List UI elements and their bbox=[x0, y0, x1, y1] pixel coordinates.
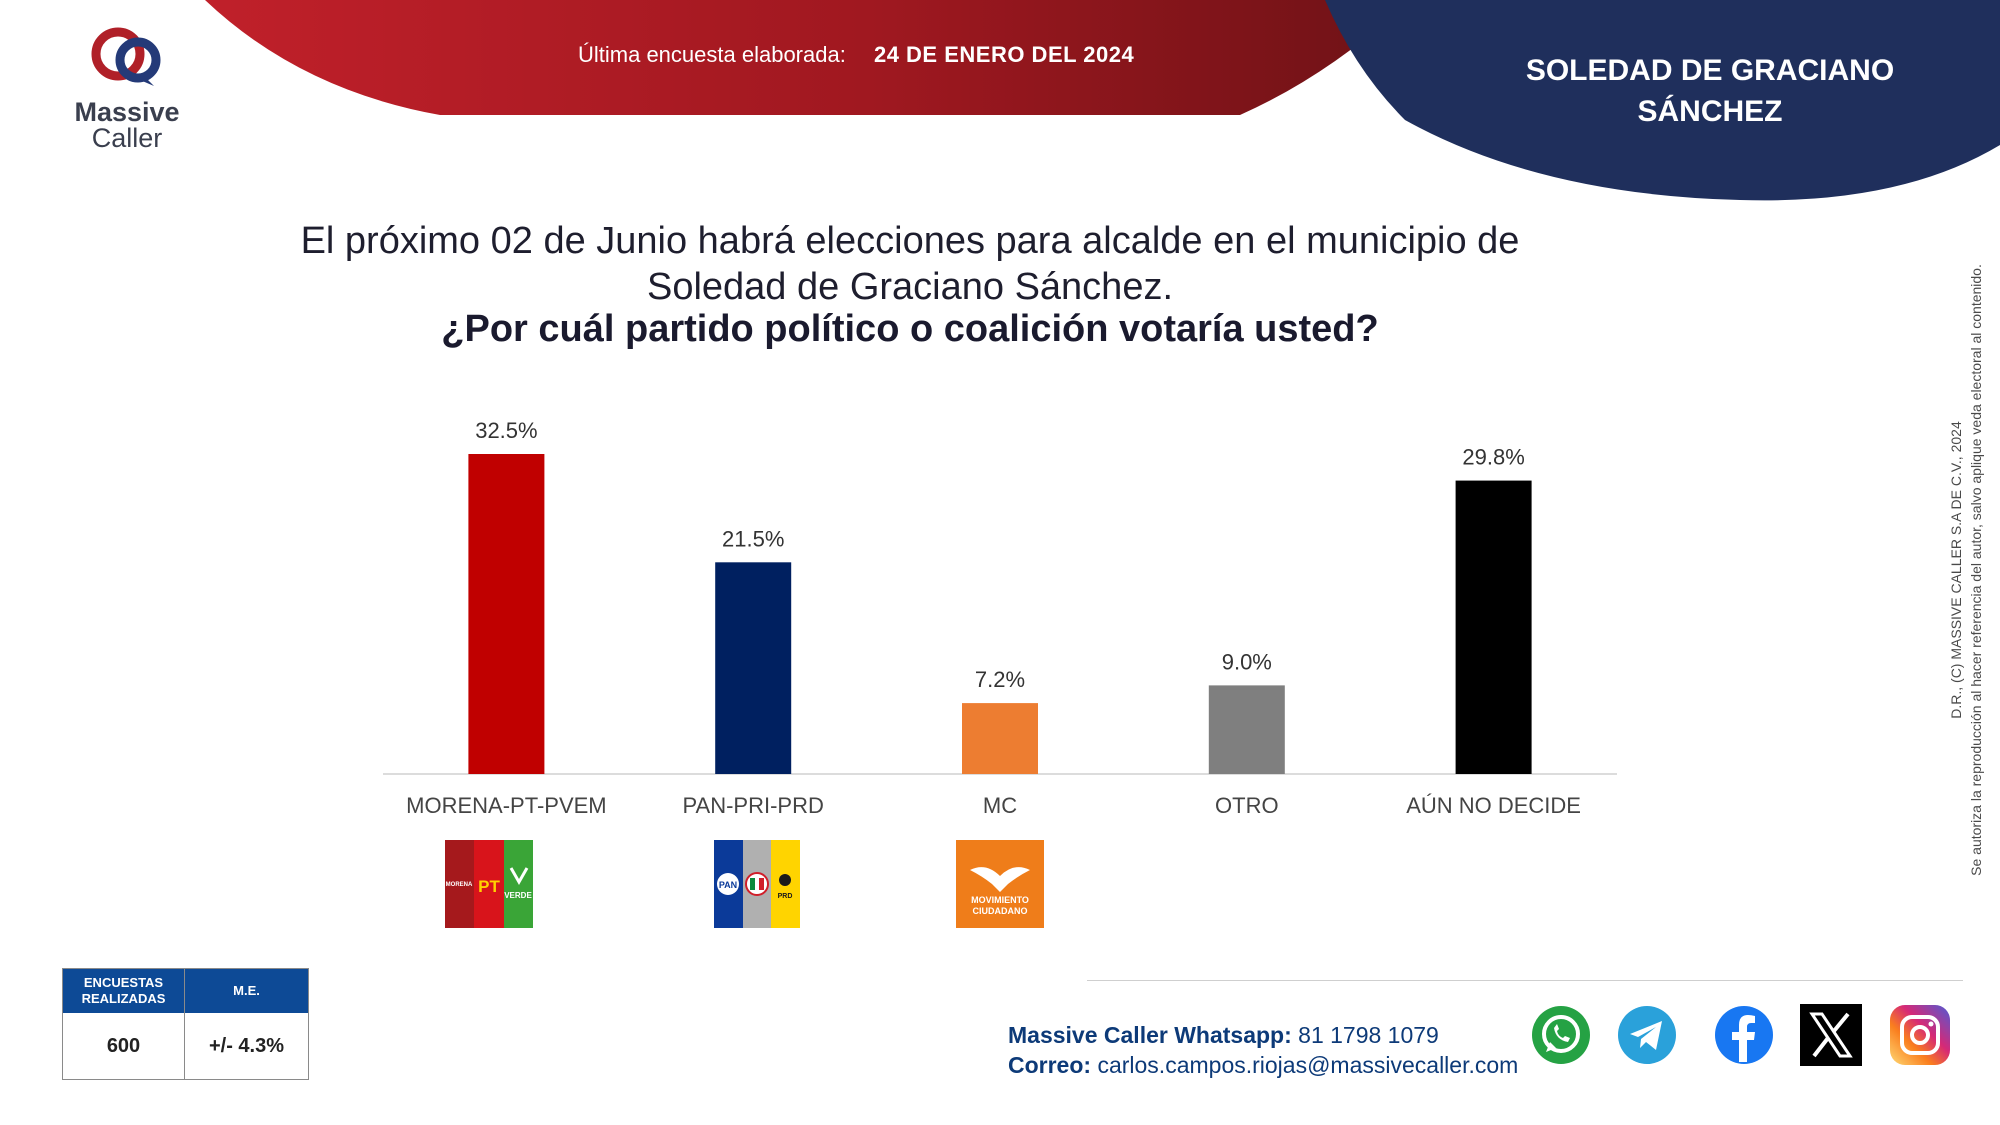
telegram-icon[interactable] bbox=[1616, 1004, 1678, 1066]
surveys-header: ENCUESTAS REALIZADAS bbox=[63, 969, 184, 1013]
email-label: Correo: bbox=[1008, 1052, 1092, 1078]
whatsapp-icon[interactable] bbox=[1530, 1004, 1592, 1066]
mc-logo: MOVIMIENTO CIUDADANO bbox=[956, 840, 1044, 928]
margin-error-value: +/- 4.3% bbox=[208, 1034, 285, 1057]
mc-eagle-icon bbox=[970, 867, 1030, 892]
whatsapp-label: Massive Caller Whatsapp: bbox=[1008, 1022, 1292, 1048]
mc-text-line1: MOVIMIENTO bbox=[971, 895, 1029, 905]
email-contact: Correo: carlos.campos.riojas@massivecall… bbox=[1008, 1050, 1518, 1080]
prd-text: PRD bbox=[778, 893, 793, 900]
x-icon[interactable] bbox=[1800, 1004, 1862, 1066]
category-label: MC bbox=[983, 793, 1017, 818]
verde-text: VERDE bbox=[504, 891, 532, 900]
logo-icon bbox=[91, 27, 161, 86]
bar bbox=[468, 454, 545, 774]
email-address[interactable]: carlos.campos.riojas@massivecaller.com bbox=[1097, 1052, 1519, 1078]
question-intro-line2: Soledad de Graciano Sánchez. bbox=[646, 266, 1174, 308]
pri-emblem-icon bbox=[745, 872, 769, 896]
margin-error-header: M.E. bbox=[185, 969, 308, 1013]
location-line2: SÁNCHEZ bbox=[1637, 95, 1783, 128]
copyright-line1: D.R., (C) MASSIVE CALLER S.A DE C.V., 20… bbox=[1948, 421, 1964, 719]
location-line1: SOLEDAD DE GRACIANO bbox=[1525, 54, 1895, 87]
survey-stats-table: ENCUESTAS REALIZADAS M.E. 600 +/- 4.3% bbox=[62, 968, 309, 1080]
whatsapp-number[interactable]: 81 1798 1079 bbox=[1298, 1022, 1439, 1048]
bar bbox=[962, 703, 1038, 774]
survey-date-label: Última encuesta elaborada: bbox=[578, 42, 846, 67]
survey-date: Última encuesta elaborada: 24 DE ENERO D… bbox=[578, 42, 1134, 68]
data-label: 7.2% bbox=[975, 667, 1025, 692]
copyright-notice: D.R., (C) MASSIVE CALLER S.A DE C.V., 20… bbox=[1946, 190, 1990, 950]
brand-name-line1: Massive bbox=[74, 97, 180, 127]
pan-pri-prd-logo: PAN PRD bbox=[714, 840, 800, 928]
data-label: 9.0% bbox=[1222, 649, 1272, 674]
mc-text-line2: CIUDADANO bbox=[973, 906, 1028, 916]
survey-date-value: 24 DE ENERO DEL 2024 bbox=[873, 42, 1135, 67]
question-intro-line1: El próximo 02 de Junio habrá elecciones … bbox=[300, 220, 1520, 262]
whatsapp-contact: Massive Caller Whatsapp: 81 1798 1079 bbox=[1008, 1020, 1518, 1050]
instagram-icon[interactable] bbox=[1889, 1004, 1951, 1066]
category-label: PAN-PRI-PRD bbox=[683, 793, 824, 818]
bar bbox=[1455, 480, 1532, 774]
pvem-toucan-icon bbox=[509, 867, 529, 886]
bar bbox=[715, 562, 792, 774]
pt-text: PT bbox=[478, 877, 500, 896]
red-banner-shape bbox=[205, 0, 1410, 115]
pan-text: PAN bbox=[719, 880, 737, 890]
data-label: 29.8% bbox=[1462, 445, 1524, 470]
morena-pt-pvem-logo: MORENA PT VERDE bbox=[445, 840, 533, 928]
massive-caller-logo: Massive Caller bbox=[62, 24, 192, 154]
category-label: AÚN NO DECIDE bbox=[1406, 793, 1581, 818]
header-banner bbox=[205, 0, 2000, 201]
brand-name-line2: Caller bbox=[91, 123, 163, 153]
question-intro: El próximo 02 de Junio habrá elecciones … bbox=[180, 218, 1640, 310]
contact-info: Massive Caller Whatsapp: 81 1798 1079 Co… bbox=[1008, 1020, 1518, 1080]
category-label: MORENA-PT-PVEM bbox=[406, 793, 606, 818]
location-title: SOLEDAD DE GRACIANO SÁNCHEZ bbox=[1510, 50, 1910, 132]
copyright-line2: Se autoriza la reproducción al hacer ref… bbox=[1968, 264, 1984, 876]
navy-banner-shape bbox=[1325, 0, 2000, 201]
data-label: 21.5% bbox=[722, 526, 784, 551]
question-main: ¿Por cuál partido político o coalición v… bbox=[441, 308, 1379, 350]
category-label: OTRO bbox=[1215, 793, 1279, 818]
facebook-icon[interactable] bbox=[1713, 1004, 1775, 1066]
prd-sun-icon bbox=[779, 874, 791, 886]
bar bbox=[1208, 685, 1285, 774]
surveys-value: 600 bbox=[106, 1034, 141, 1057]
morena-text: MORENA bbox=[446, 882, 473, 888]
data-label: 32.5% bbox=[475, 418, 537, 443]
footer-divider bbox=[1087, 980, 1963, 981]
